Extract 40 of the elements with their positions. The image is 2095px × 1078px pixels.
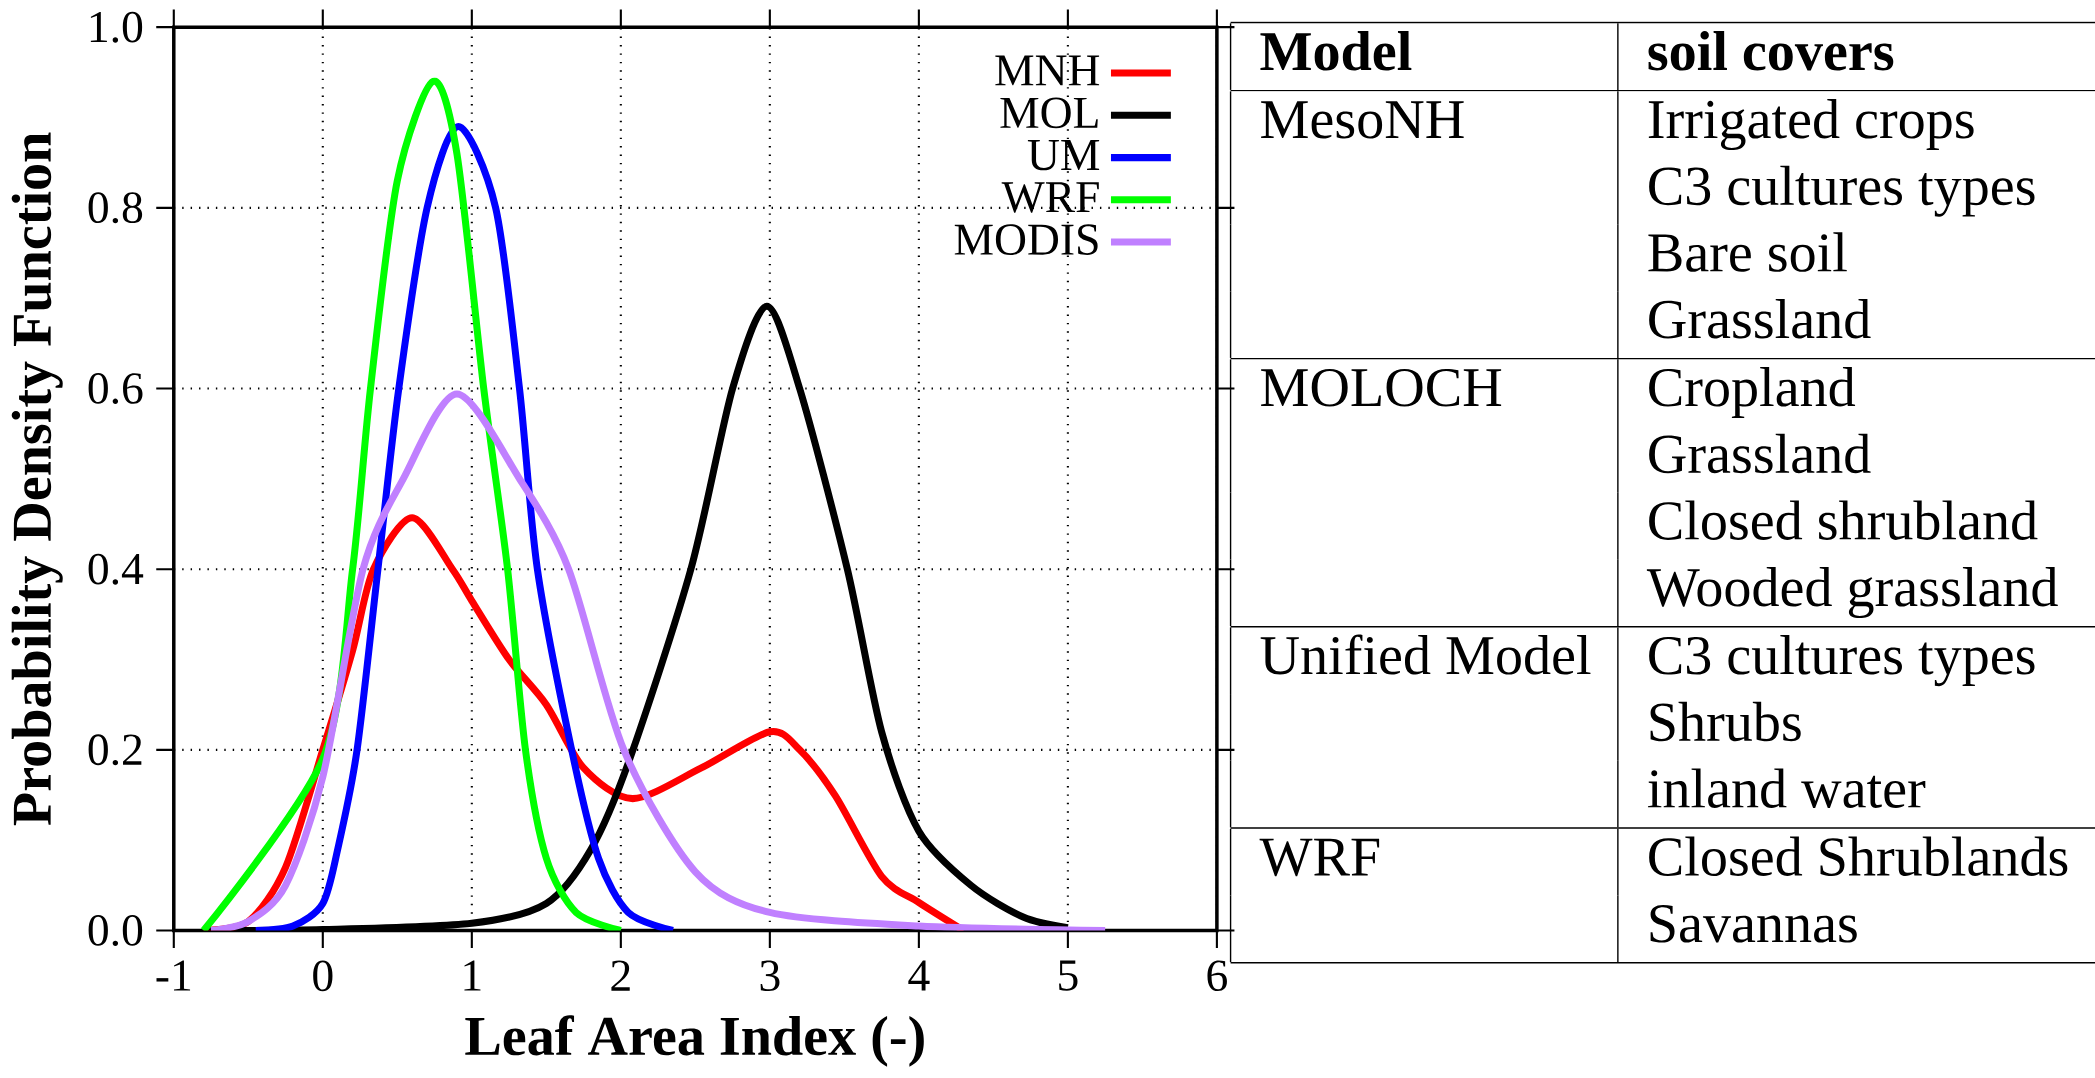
legend-label: UM	[1027, 139, 1100, 171]
y-tick-label: 1.0	[90, 11, 143, 43]
x-axis-title: Leaf Area Index (-)	[465, 1015, 924, 1067]
text: Grassland	[1649, 298, 1871, 339]
y-tick-label: 0.2	[88, 734, 142, 766]
legend-label: MOL	[1000, 97, 1098, 128]
y-axis-title: Probability Density Function	[11, 132, 63, 825]
x-tick-label: 0	[313, 960, 333, 991]
text: C3 cultures types	[1649, 634, 2035, 686]
x-tick-label: 5	[1059, 960, 1078, 991]
text: inland water	[1647, 768, 1926, 808]
text: Model	[1260, 30, 1412, 71]
text: Irrigated crops	[1648, 98, 1974, 150]
x-tick-label: 3	[760, 960, 780, 991]
text: C3 cultures types	[1649, 165, 2035, 217]
text: Closed shrubland	[1649, 500, 2038, 540]
text: Savannas	[1650, 904, 1857, 943]
text: MesoNH	[1261, 101, 1464, 139]
text: Wooded grassland	[1646, 566, 2058, 618]
text: MOLOCH	[1261, 368, 1502, 407]
x-tick-label: 4	[908, 960, 930, 991]
legend-label: MNH	[995, 55, 1100, 86]
x-tick-label: -1	[156, 960, 191, 991]
text: soil covers	[1648, 30, 1894, 71]
y-tick-label: 0.4	[88, 553, 144, 585]
x-tick-label: 1	[464, 960, 481, 991]
text: Shrubs	[1650, 701, 1801, 742]
y-tick-label: 0.0	[88, 914, 143, 946]
text: Cropland	[1649, 366, 1856, 418]
x-tick-label: 6	[1207, 960, 1227, 991]
legend-label: MODIS	[954, 224, 1098, 255]
text: Unified Model	[1260, 634, 1591, 675]
legend-label: WRF	[1001, 181, 1099, 213]
y-tick-label: 0.6	[88, 372, 143, 404]
text: Closed Shrublands	[1649, 836, 2068, 876]
x-tick-label: 2	[611, 960, 630, 991]
text: Bare soil	[1648, 232, 1847, 272]
text: Grassland	[1649, 433, 1871, 473]
text: WRF	[1259, 838, 1380, 877]
y-tick-label: 0.8	[88, 192, 143, 224]
